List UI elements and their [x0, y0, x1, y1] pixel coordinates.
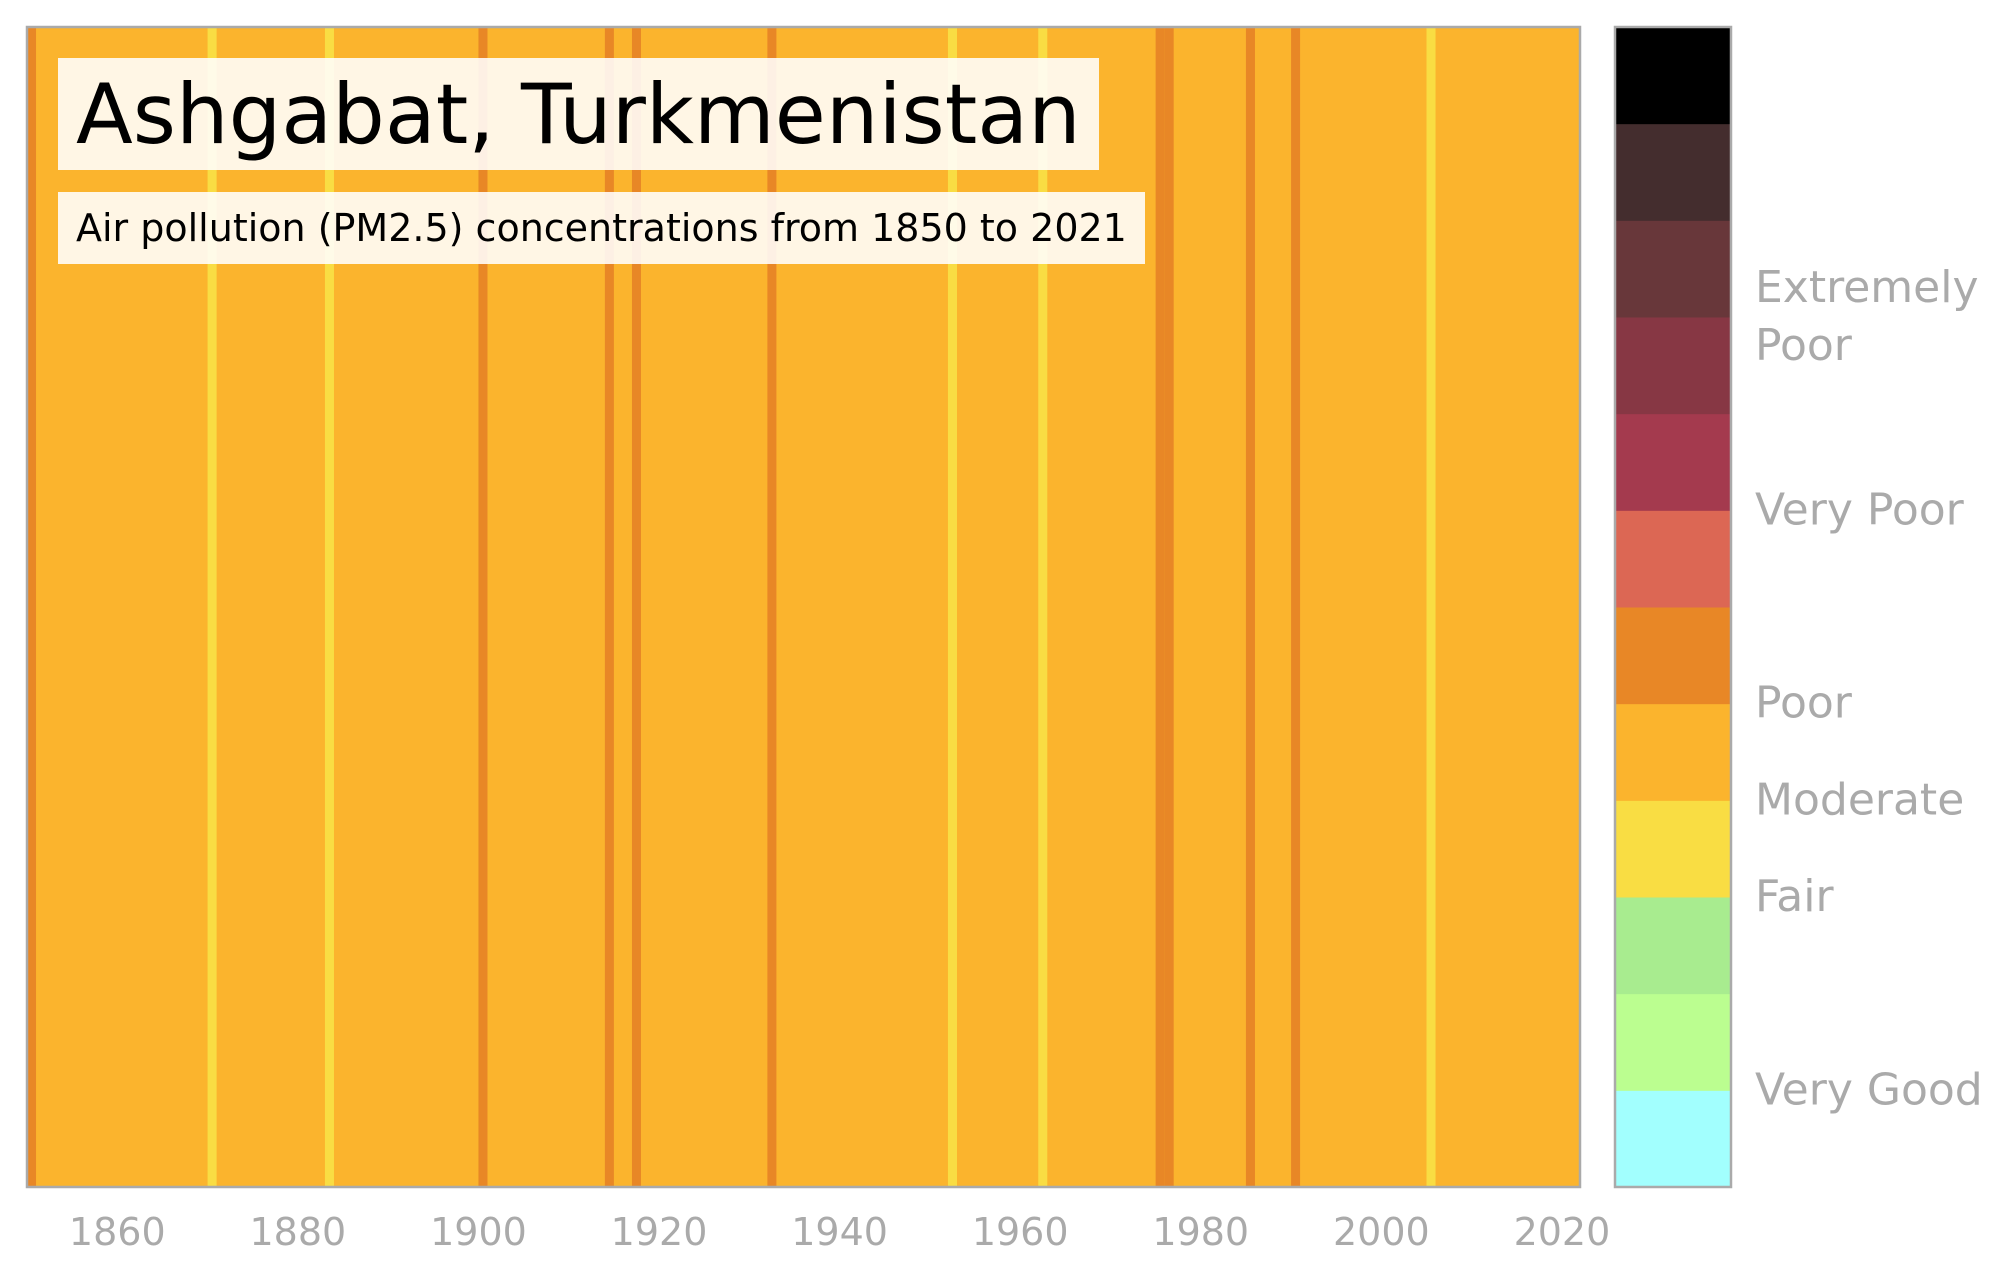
- colorbar-band-0: [1615, 1090, 1731, 1188]
- x-tick-label-2020: 2020: [1514, 1210, 1611, 1254]
- colorbar-band-3: [1615, 800, 1731, 898]
- stripe-1900: [478, 27, 488, 1187]
- colorbar-label-fair: Fair: [1755, 871, 1834, 922]
- stripe-1932: [767, 27, 777, 1187]
- stripe-1990: [1291, 27, 1301, 1187]
- colorbar-band-5: [1615, 607, 1731, 705]
- colorbar-frame: [1613, 25, 1733, 1189]
- colorbar-label-very-poor: Very Poor: [1755, 484, 1965, 535]
- colorbar-band-7: [1615, 413, 1731, 511]
- colorbar-label-very-good: Very Good: [1755, 1064, 1983, 1115]
- stripe-1883: [324, 27, 334, 1187]
- x-tick-label-1940: 1940: [791, 1210, 888, 1254]
- x-tick-label-1960: 1960: [972, 1210, 1069, 1254]
- x-axis: 1860 1880 1900 1920 1940 1960 1980 2000 2020: [69, 1210, 1610, 1254]
- stripe-1952: [947, 27, 957, 1187]
- stripe-1850: [27, 27, 37, 1187]
- stripe-1914: [604, 27, 614, 1187]
- x-tick-label-1920: 1920: [611, 1210, 708, 1254]
- colorbar-band-8: [1615, 317, 1731, 415]
- chart-subtitle-box: Air pollution (PM2.5) concentrations fro…: [58, 192, 1145, 264]
- colorbar-label-poor: Poor: [1755, 320, 1853, 371]
- chart-title-box: Ashgabat, Turkmenistan: [58, 58, 1099, 170]
- colorbar-band-6: [1615, 510, 1731, 608]
- colorbar-band-4: [1615, 703, 1731, 801]
- stripe-1985: [1245, 27, 1255, 1187]
- colorbar-label-extremely: Extremely: [1755, 262, 1978, 313]
- stripe-1870: [207, 27, 217, 1187]
- chart-title: Ashgabat, Turkmenistan: [76, 65, 1081, 163]
- colorbar-legend: Very Good Fair Moderate Poor Very Poor Extrem…: [1613, 25, 1983, 1189]
- stripe-1976: [1164, 27, 1174, 1187]
- x-tick-label-1860: 1860: [69, 1210, 166, 1254]
- x-tick-label-2000: 2000: [1333, 1210, 1430, 1254]
- x-tick-label-1880: 1880: [250, 1210, 347, 1254]
- x-tick-label-1900: 1900: [430, 1210, 527, 1254]
- colorbar-band-2: [1615, 897, 1731, 995]
- colorbar-band-1: [1615, 993, 1731, 1091]
- stripe-2005: [1426, 27, 1436, 1187]
- chart-subtitle: Air pollution (PM2.5) concentrations fro…: [76, 206, 1127, 250]
- x-tick-label-1980: 1980: [1152, 1210, 1249, 1254]
- plot-frame: [25, 25, 1582, 1189]
- colorbar-label-poor: Poor: [1755, 678, 1853, 729]
- stripe-1962: [1038, 27, 1048, 1187]
- colorbar-band-10: [1615, 123, 1731, 221]
- colorbar-label-moderate: Moderate: [1755, 774, 1964, 825]
- colorbar-band-11: [1615, 27, 1731, 125]
- stripe-1917: [631, 27, 641, 1187]
- stripe-1975: [1155, 27, 1165, 1187]
- colorbar-band-9: [1615, 220, 1731, 318]
